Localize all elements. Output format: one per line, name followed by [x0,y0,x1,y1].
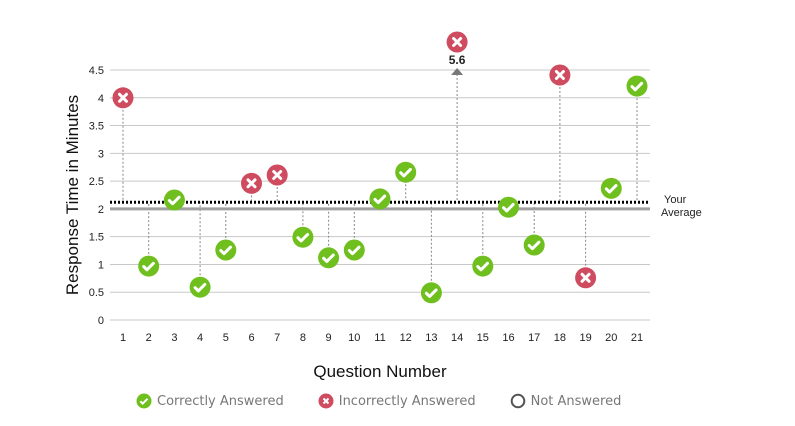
check-icon [142,261,155,272]
incorrect-point[interactable] [241,172,262,194]
correct-point[interactable] [472,255,494,277]
correct-point[interactable] [498,196,519,218]
correct-point[interactable] [420,282,442,304]
average-label-line1: Your [664,194,687,206]
x-icon [554,70,565,80]
y-tick-label: 2.5 [89,176,104,188]
incorrect-point[interactable] [266,164,288,186]
check-icon [296,232,310,243]
y-tick-label: 3.5 [89,121,104,133]
x-tick-label: 1 [120,332,126,344]
check-icon [527,240,541,251]
x-icon [118,92,128,103]
check-icon [604,184,618,194]
y-tick-label: 1.5 [89,232,104,244]
check-icon [630,81,644,92]
y-tick-label: 0 [98,315,104,327]
incorrect-point[interactable] [575,267,597,289]
correct-point[interactable] [292,226,314,248]
x-tick-label: 19 [579,332,591,344]
correct-point[interactable] [343,239,365,261]
overflow-arrow-icon [451,68,464,75]
check-icon [167,195,181,206]
x-tick-label: 11 [374,332,385,344]
x-icon [452,37,463,47]
overflow-value-label: 5.6 [449,53,466,67]
check-icon [424,288,438,298]
x-tick-label: 13 [425,332,437,344]
x-icon [246,178,257,189]
check-icon [322,253,335,263]
correct-point[interactable] [189,276,211,298]
correct-point[interactable] [138,255,160,277]
x-icon [272,170,283,180]
x-tick-label: 6 [248,332,254,344]
y-tick-label: 4 [98,93,104,105]
x-tick-label: 20 [605,332,617,344]
x-tick-label: 15 [477,332,489,344]
incorrect-point[interactable] [446,31,468,53]
incorrect-point[interactable] [549,64,571,86]
x-tick-label: 8 [300,332,306,344]
y-tick-label: 3 [98,148,104,160]
x-tick-label: 16 [502,332,514,344]
correct-point[interactable] [523,234,545,256]
x-tick-label: 10 [348,332,360,344]
legend-label: Incorrectly Answered [338,393,476,409]
check-icon [219,245,233,256]
x-tick-label: 2 [146,332,152,344]
y-tick-label: 4.5 [89,65,104,77]
empty-circle-icon [510,393,525,409]
x-tick-label: 14 [451,332,463,344]
y-tick-label: 2 [98,204,104,216]
x-tick-label: 3 [171,332,177,344]
check-icon [193,282,207,293]
x-tick-label: 5 [223,332,229,344]
y-axis-label: Response Time in Minutes [63,95,82,295]
x-tick-label: 9 [326,332,332,344]
correct-point[interactable] [369,188,391,210]
incorrect-point[interactable] [112,87,134,109]
check-icon [476,261,489,272]
legend-item-not-answered[interactable]: Not Answered [510,393,622,409]
legend-label: Not Answered [530,393,622,409]
check-circle-icon [136,393,152,409]
check-icon [373,194,387,205]
x-tick-label: 18 [554,332,566,344]
x-tick-label: 7 [274,332,280,344]
check-icon [347,245,361,256]
average-label-line2: Average [661,207,702,219]
correct-point[interactable] [395,161,417,183]
x-axis-label: Question Number [313,362,447,381]
correct-point[interactable] [215,239,237,261]
y-tick-label: 0.5 [89,287,104,299]
legend: Correctly Answered Incorrectly Answered … [136,393,621,409]
correct-point[interactable] [318,247,340,269]
check-icon [502,202,515,213]
x-tick-label: 4 [197,332,203,344]
x-icon [580,272,591,283]
x-tick-label: 17 [528,332,540,344]
x-circle-icon [318,393,334,409]
correct-point[interactable] [626,75,648,97]
legend-item-incorrect[interactable]: Incorrectly Answered [318,393,476,409]
x-tick-label: 21 [631,332,643,344]
legend-label: Correctly Answered [157,393,284,409]
y-tick-label: 1 [98,259,104,271]
correct-point[interactable] [163,189,185,211]
legend-item-correct[interactable]: Correctly Answered [136,393,284,409]
correct-point[interactable] [600,177,622,199]
x-tick-label: 12 [400,332,412,344]
check-icon [399,167,412,178]
